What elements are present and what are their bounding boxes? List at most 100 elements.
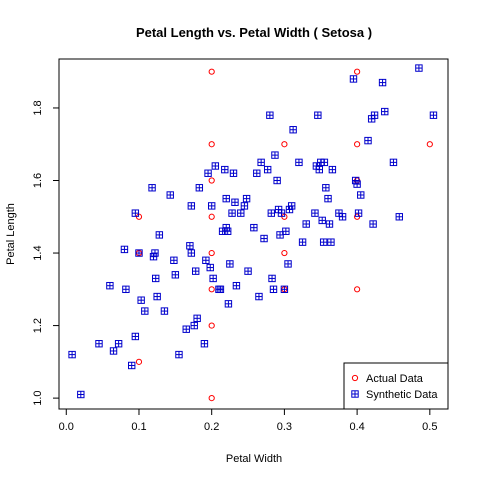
data-point-synthetic	[228, 209, 236, 217]
data-point-synthetic	[311, 209, 319, 217]
data-point-synthetic	[128, 361, 136, 370]
data-point-synthetic	[257, 158, 265, 167]
y-axis-label: Petal Length	[5, 203, 17, 265]
data-point-synthetic	[389, 158, 398, 167]
data-point-synthetic	[338, 213, 347, 221]
data-point-synthetic	[151, 249, 159, 257]
data-point-synthetic	[284, 260, 292, 268]
data-point-synthetic	[280, 285, 289, 294]
plot-frame	[58, 58, 449, 410]
data-point-synthetic	[349, 75, 358, 83]
data-point-synthetic	[237, 209, 245, 217]
data-point-synthetic	[253, 169, 261, 177]
data-point-synthetic	[353, 180, 361, 188]
data-point-synthetic	[106, 281, 114, 290]
data-point-synthetic	[152, 274, 160, 283]
data-point-synthetic	[315, 165, 324, 174]
x-tick-label: 0.2	[204, 421, 219, 433]
data-point-synthetic	[429, 111, 438, 119]
y-axis: 1.0 1.2 1.4 1.6 1.8	[32, 100, 59, 406]
data-point-synthetic	[131, 332, 140, 341]
data-point-synthetic	[137, 296, 145, 304]
data-point-synthetic	[226, 260, 234, 268]
data-point-synthetic	[207, 202, 216, 210]
data-point-synthetic	[190, 321, 198, 330]
data-point-synthetic	[114, 340, 123, 348]
data-point-actual	[208, 286, 215, 293]
data-point-synthetic	[160, 307, 169, 315]
data-point-synthetic	[319, 238, 328, 246]
data-point-actual	[354, 141, 361, 148]
x-axis-label: Petal Width	[226, 453, 282, 465]
data-point-synthetic	[277, 209, 286, 217]
y-tick-label: 1.0	[32, 390, 44, 405]
data-point-synthetic	[320, 158, 329, 167]
legend-label-synthetic: Synthetic Data	[366, 389, 438, 401]
data-point-synthetic	[271, 151, 279, 159]
data-point-synthetic	[232, 281, 241, 290]
data-point-synthetic	[240, 202, 249, 210]
data-point-synthetic	[187, 202, 196, 210]
data-point-actual	[426, 141, 433, 148]
chart-title: Petal Length vs. Petal Width ( Setosa )	[136, 25, 372, 40]
data-point-synthetic	[263, 165, 272, 174]
x-tick-label: 0.4	[349, 421, 364, 433]
data-point-synthetic	[268, 274, 276, 283]
legend-marker-actual	[351, 374, 359, 382]
legend-label-actual: Actual Data	[366, 373, 424, 385]
data-point-synthetic	[170, 256, 178, 264]
data-point-synthetic	[267, 209, 276, 217]
data-point-synthetic	[318, 216, 326, 225]
data-point-synthetic	[260, 234, 268, 243]
data-point-actual	[135, 358, 143, 365]
data-points	[68, 64, 438, 402]
data-point-synthetic	[255, 292, 263, 301]
data-point-synthetic	[354, 209, 363, 217]
data-point-synthetic	[171, 271, 180, 279]
data-point-actual	[208, 141, 215, 148]
data-point-synthetic	[378, 78, 387, 87]
data-point-synthetic	[68, 350, 76, 359]
data-point-synthetic	[322, 184, 330, 192]
data-point-actual	[208, 213, 215, 220]
data-point-synthetic	[221, 165, 229, 174]
data-point-synthetic	[187, 249, 196, 257]
data-point-synthetic	[298, 238, 307, 246]
data-point-synthetic	[222, 194, 230, 203]
data-point-synthetic	[224, 300, 233, 308]
data-point-synthetic	[211, 162, 220, 170]
data-point-actual	[354, 286, 361, 293]
data-point-synthetic	[153, 292, 161, 301]
data-point-synthetic	[109, 347, 118, 355]
data-point-synthetic	[282, 227, 290, 235]
data-point-synthetic	[357, 191, 365, 199]
data-point-synthetic	[166, 191, 174, 199]
data-point-synthetic	[269, 285, 278, 294]
data-point-synthetic	[289, 126, 297, 134]
series-synthetic-data	[68, 64, 438, 399]
data-point-synthetic	[328, 165, 337, 174]
data-point-synthetic	[223, 227, 232, 235]
data-point-synthetic	[250, 223, 258, 232]
data-point-actual	[208, 322, 215, 329]
data-point-synthetic	[287, 202, 296, 210]
data-point-synthetic	[186, 242, 194, 250]
data-point-synthetic	[182, 325, 190, 333]
data-point-actual	[354, 68, 361, 75]
y-tick-label: 1.8	[32, 100, 44, 115]
data-point-synthetic	[381, 107, 389, 116]
x-tick-label: 0.0	[59, 421, 74, 433]
data-point-synthetic	[120, 245, 129, 254]
data-point-synthetic	[229, 169, 238, 177]
legend: Actual Data Synthetic Data	[343, 362, 449, 410]
x-tick-label: 0.5	[422, 421, 437, 433]
y-tick-label: 1.6	[32, 173, 44, 188]
data-point-synthetic	[95, 340, 103, 348]
data-point-synthetic	[364, 136, 372, 145]
x-axis: 0.0 0.1 0.2 0.3 0.4 0.5	[59, 409, 437, 433]
data-point-synthetic	[327, 238, 335, 246]
data-point-synthetic	[314, 111, 322, 119]
data-point-synthetic	[155, 231, 164, 239]
legend-marker-synthetic	[351, 390, 359, 398]
